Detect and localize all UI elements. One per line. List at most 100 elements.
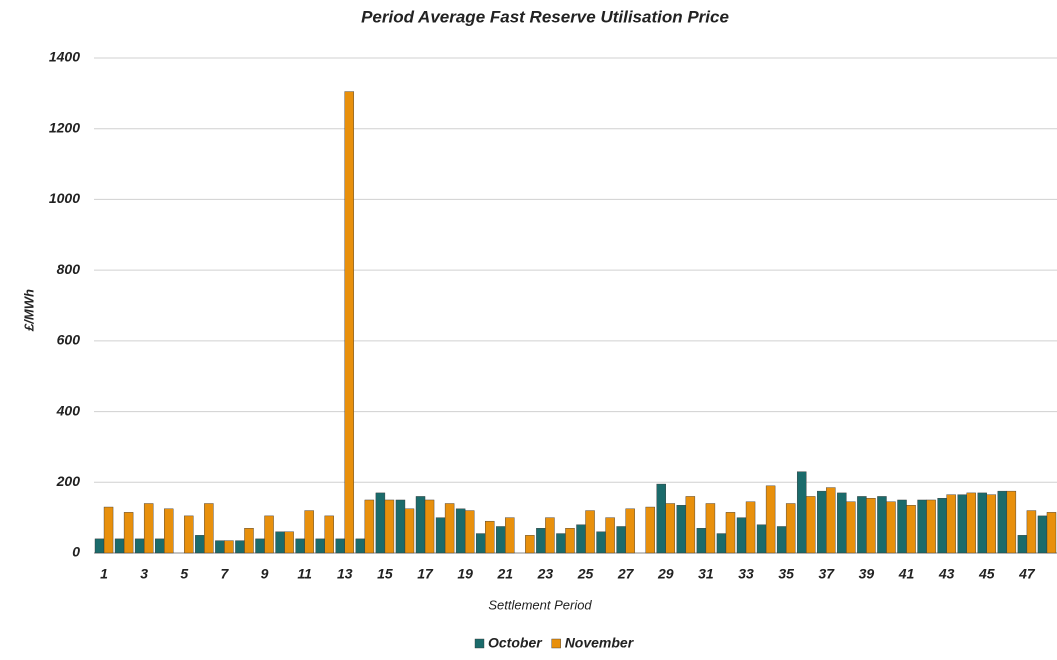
bar [756,524,767,554]
x-tick-label: 35 [778,566,794,582]
bar [725,512,736,554]
x-tick-label: 17 [417,566,434,582]
bar [966,492,976,554]
bar [556,533,566,554]
bar [295,538,305,554]
bar [114,538,125,554]
bar [977,492,987,554]
bar [926,499,936,554]
x-tick-label: 27 [617,566,635,582]
bar [215,540,225,554]
bar [455,508,466,554]
bar [324,515,334,554]
bar [705,503,716,554]
bar [857,496,867,554]
bar [335,538,345,554]
bar [716,533,727,554]
bar [866,497,876,554]
x-tick-label: 25 [577,566,594,582]
y-tick-label: 1200 [49,119,80,135]
bar [395,499,406,554]
bar [315,538,325,554]
bar [195,535,205,554]
bar [284,531,294,554]
bar [616,526,626,554]
bar [565,528,575,554]
bar [154,538,165,554]
bar [143,503,154,554]
bar [464,510,475,554]
bar [676,505,687,554]
bar [505,517,515,554]
bar [255,538,265,554]
bar [204,503,214,554]
bar [424,499,435,554]
x-tick-label: 43 [938,566,955,582]
x-tick-label: 9 [261,566,269,582]
bar [596,531,606,554]
bar [685,496,696,554]
y-tick-label: 200 [56,473,81,489]
bar [785,503,796,554]
y-tick-label: 1400 [49,49,80,65]
bar [946,494,956,554]
legend-swatch [474,638,485,649]
bar [696,528,707,554]
bar [485,520,495,554]
x-tick-label: 45 [978,566,995,582]
bar [304,510,314,554]
legend-swatch [551,638,561,649]
y-tick-label: 400 [56,402,81,418]
bar [585,510,595,554]
bar [123,512,134,554]
bar [134,538,145,554]
bar [837,492,847,554]
bar [545,517,555,554]
bar [625,508,635,554]
bar [897,499,907,554]
bar [997,490,1008,554]
bar [1046,512,1057,554]
bar [917,499,927,554]
x-tick-label: 29 [657,566,674,582]
x-tick-label: 5 [180,566,188,582]
x-axis-label: Settlement Period [488,597,592,612]
bar [415,496,426,554]
bar [877,496,887,554]
x-tick-label: 33 [738,566,754,582]
x-tick-label: 37 [818,566,835,582]
bar [957,494,967,554]
bar [344,91,355,554]
bar [375,492,386,554]
bar [404,508,415,554]
bar [736,517,747,554]
y-axis-label: £/MWh [21,289,36,332]
legend-label: November [565,635,635,651]
bar [886,501,896,554]
y-tick-label: 1000 [49,190,80,206]
bar [496,526,506,554]
bar [1037,515,1048,554]
bar [846,501,856,554]
bar [1026,510,1037,554]
bar [103,506,114,554]
x-tick-label: 39 [859,566,875,582]
bar [806,496,816,554]
bar [906,505,916,554]
bar [1006,490,1017,554]
bar [525,535,535,554]
y-tick-label: 0 [72,544,80,560]
bar [235,540,245,554]
bar [576,524,586,554]
bar [826,487,836,554]
bar [244,528,254,554]
bar [536,528,546,554]
y-tick-label: 600 [57,332,81,348]
x-tick-label: 1 [100,566,108,582]
bar [656,483,666,554]
bar [937,497,947,554]
x-tick-label: 47 [1018,566,1036,582]
x-tick-label: 23 [537,566,554,582]
bar [364,499,375,554]
bar [224,540,234,554]
